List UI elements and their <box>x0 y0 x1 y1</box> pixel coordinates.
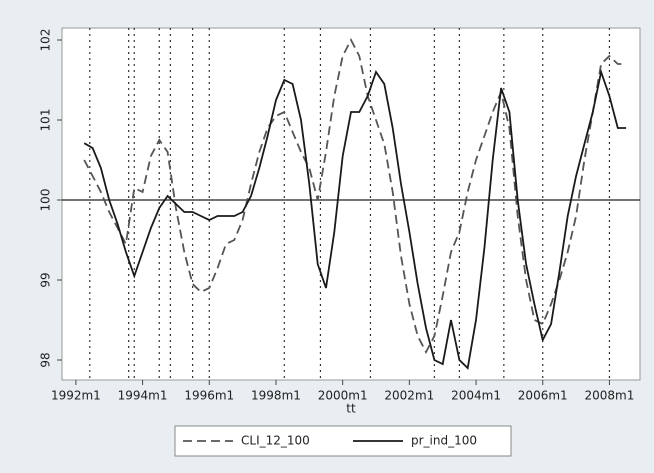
x-tick-label: 2004m1 <box>451 389 501 403</box>
y-tick-label: 99 <box>39 272 53 287</box>
y-tick-label: 102 <box>39 29 53 52</box>
series-line <box>83 68 627 370</box>
x-tick-label: 1994m1 <box>118 389 168 403</box>
legend-label: pr_ind_100 <box>411 434 477 448</box>
legend-label: CLI_12_100 <box>241 434 310 448</box>
y-tick-label: 98 <box>39 352 53 367</box>
y-tick-label: 100 <box>39 189 53 212</box>
plot-area <box>61 27 641 381</box>
y-tick-label: 101 <box>39 109 53 132</box>
x-tick-label: 2000m1 <box>318 389 368 403</box>
series-line <box>83 38 627 354</box>
x-tick-label: 2006m1 <box>518 389 568 403</box>
x-tick-label: 2002m1 <box>384 389 434 403</box>
x-tick-label: 1998m1 <box>251 389 301 403</box>
x-tick-label: 1992m1 <box>51 389 101 403</box>
x-tick-label: 1996m1 <box>184 389 234 403</box>
x-tick-label: 2008m1 <box>584 389 634 403</box>
x-axis-title: tt <box>346 402 356 416</box>
